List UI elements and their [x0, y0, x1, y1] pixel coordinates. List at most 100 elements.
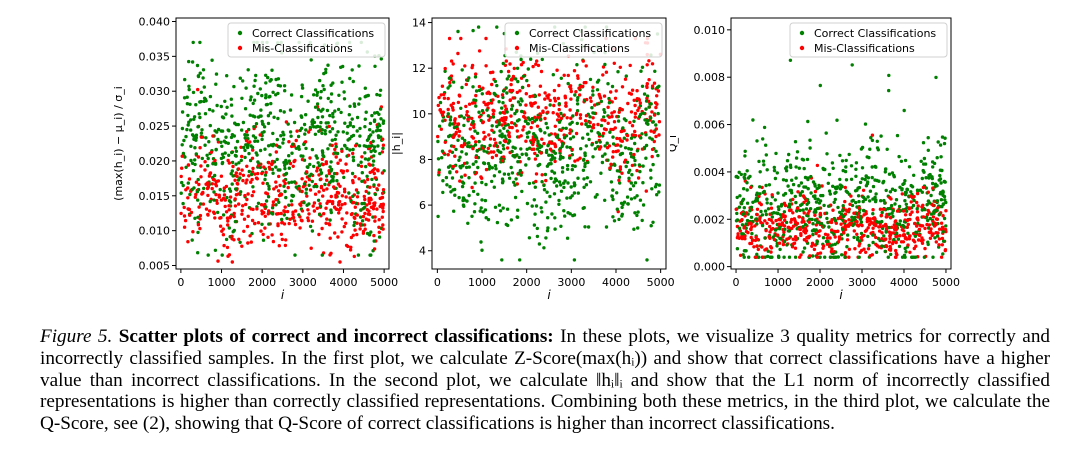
correct-point: [897, 204, 902, 209]
correct-point: [785, 243, 789, 247]
correct-point: [748, 209, 752, 213]
mis-point: [276, 212, 281, 216]
correct-point: [544, 236, 548, 240]
correct-point: [616, 114, 620, 119]
mis-point: [597, 147, 602, 151]
correct-point: [827, 225, 831, 229]
correct-point: [214, 82, 218, 86]
correct-point: [816, 197, 820, 201]
mis-point: [198, 146, 202, 150]
mis-point: [354, 188, 359, 192]
mis-point: [754, 255, 758, 259]
correct-point: [512, 122, 517, 126]
correct-point: [310, 147, 315, 152]
correct-point: [376, 128, 380, 132]
correct-point: [887, 88, 891, 93]
correct-point: [297, 213, 301, 217]
mis-point: [531, 140, 536, 144]
correct-point: [308, 224, 313, 229]
mis-point: [238, 172, 242, 176]
correct-point: [582, 157, 586, 162]
mis-point: [204, 207, 209, 211]
correct-point: [213, 248, 218, 252]
correct-point: [301, 154, 305, 158]
mis-point: [628, 63, 632, 68]
correct-point: [202, 85, 206, 89]
mis-point: [242, 229, 246, 233]
mis-point: [350, 212, 354, 216]
mis-point: [617, 110, 621, 114]
correct-point: [451, 80, 456, 84]
mis-point: [892, 223, 896, 227]
mis-point: [436, 103, 440, 108]
mis-point: [361, 214, 366, 219]
correct-point: [515, 119, 520, 123]
mis-point: [503, 104, 507, 108]
correct-point: [495, 124, 499, 129]
mis-point: [263, 226, 267, 230]
mis-point: [313, 192, 318, 196]
correct-point: [570, 120, 574, 125]
correct-point: [591, 93, 595, 97]
mis-point: [259, 229, 263, 233]
mis-point: [530, 120, 535, 125]
x-tick-label: 5000: [370, 276, 398, 289]
mis-point: [562, 113, 566, 117]
correct-point: [478, 209, 482, 213]
mis-point: [443, 66, 447, 71]
correct-point: [656, 111, 660, 116]
mis-point: [380, 171, 385, 175]
correct-point: [513, 183, 517, 187]
correct-point: [941, 252, 945, 256]
mis-point: [299, 203, 303, 207]
correct-point: [932, 211, 936, 215]
correct-point: [747, 255, 751, 259]
correct-point: [550, 154, 555, 159]
mis-point: [251, 166, 255, 171]
correct-point: [363, 151, 367, 155]
correct-point: [196, 125, 200, 129]
mis-point: [870, 133, 875, 137]
correct-point: [185, 102, 190, 106]
mis-point: [487, 118, 491, 122]
correct-point: [348, 148, 352, 152]
correct-point: [654, 123, 658, 127]
mis-point: [241, 204, 245, 208]
correct-point: [939, 190, 943, 195]
correct-point: [443, 69, 447, 74]
correct-point: [194, 138, 198, 142]
correct-point: [229, 97, 233, 101]
mis-point: [212, 211, 217, 216]
mis-point: [206, 184, 210, 188]
correct-point: [924, 186, 928, 190]
mis-point: [738, 253, 743, 257]
mis-point: [808, 234, 812, 238]
correct-point: [527, 157, 531, 161]
mis-point: [274, 180, 278, 184]
correct-point: [939, 155, 943, 159]
correct-point: [330, 127, 335, 131]
mis-point: [216, 259, 220, 263]
correct-point: [271, 90, 275, 95]
mis-point: [375, 207, 379, 211]
x-tick-label: 0: [733, 276, 740, 289]
correct-point: [769, 202, 773, 206]
mis-point: [274, 143, 279, 147]
mis-point: [474, 171, 479, 175]
correct-point: [810, 254, 815, 258]
correct-point: [515, 109, 519, 114]
mis-point: [308, 188, 313, 192]
mis-point: [506, 69, 511, 74]
correct-point: [538, 127, 542, 132]
correct-point: [862, 209, 866, 213]
correct-point: [801, 225, 805, 229]
correct-point: [595, 102, 599, 106]
correct-point: [802, 166, 806, 171]
correct-point: [381, 119, 386, 123]
mis-point: [777, 217, 781, 222]
correct-point: [219, 140, 223, 144]
correct-point: [938, 143, 943, 147]
correct-point: [190, 187, 194, 192]
correct-point: [510, 171, 515, 175]
mis-point: [377, 225, 381, 229]
